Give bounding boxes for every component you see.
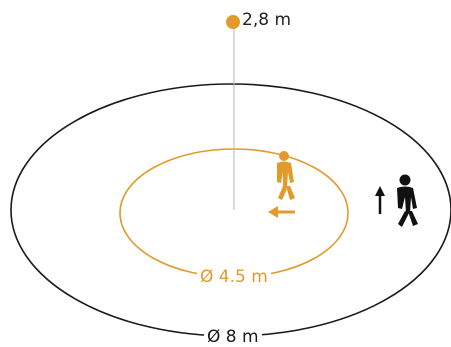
inner-diameter-label: Ø 4.5 m: [197, 267, 271, 287]
outer-detection-zone: [10, 83, 451, 337]
arrow-left-icon: [268, 206, 295, 218]
walking-person-outer-icon: [397, 174, 418, 227]
outer-diameter-label: Ø 8 m: [204, 327, 262, 347]
mount-height-label: 2,8 m: [242, 10, 291, 30]
walking-person-inner-icon: [277, 151, 295, 200]
sensor-dot-icon: [226, 15, 240, 29]
arrow-up-icon: [375, 186, 385, 214]
